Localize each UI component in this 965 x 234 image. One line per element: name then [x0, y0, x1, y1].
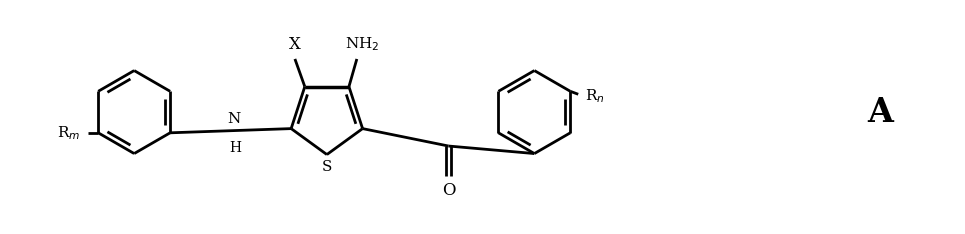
Text: N: N — [227, 112, 240, 126]
Text: S: S — [321, 161, 332, 175]
Text: X: X — [289, 36, 301, 53]
Text: H: H — [230, 141, 241, 155]
Text: O: O — [442, 182, 455, 199]
Text: A: A — [868, 95, 894, 128]
Text: R$_m$: R$_m$ — [57, 124, 80, 142]
Text: NH$_2$: NH$_2$ — [345, 35, 379, 53]
Text: R$_n$: R$_n$ — [585, 88, 605, 105]
